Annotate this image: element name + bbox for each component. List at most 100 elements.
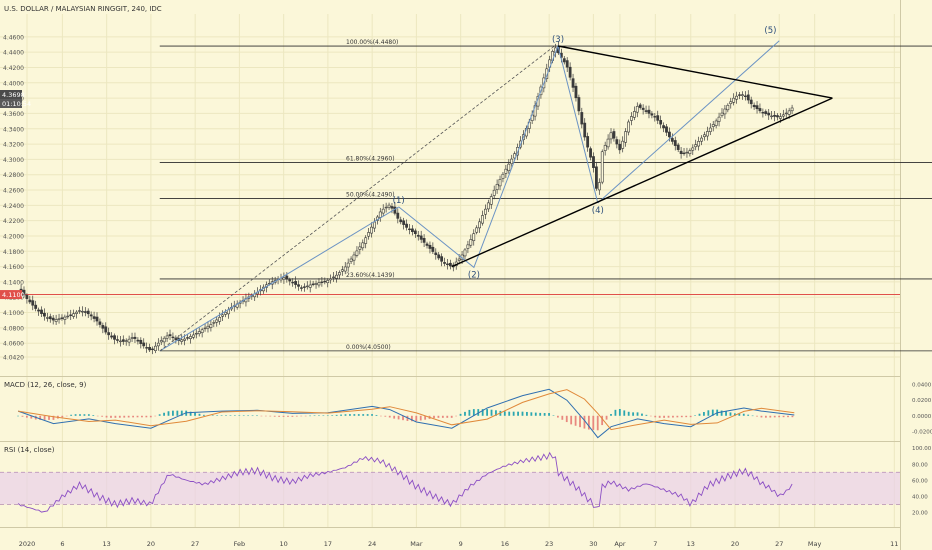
candle-body (154, 345, 157, 351)
x-tick-label: 27 (775, 540, 783, 548)
y-tick-label: 4.4200 (3, 65, 24, 72)
candle-body (285, 275, 289, 280)
y-tick-label: 4.2400 (3, 203, 24, 210)
x-tick-label: 13 (103, 540, 111, 548)
macd-histogram-bar (711, 409, 714, 416)
candle-body (644, 110, 648, 112)
macd-histogram-bar (530, 412, 533, 416)
macd-histogram-bar (21, 415, 24, 417)
candle-body (776, 115, 779, 118)
macd-histogram-bar (495, 410, 497, 416)
macd-title: MACD (12, 26, close, 9) (4, 381, 87, 389)
macd-histogram-bar (756, 415, 758, 417)
candle-body (323, 280, 327, 283)
macd-histogram-bar (233, 415, 236, 416)
macd-histogram-bar (641, 413, 643, 416)
macd-histogram-bar (145, 415, 148, 418)
macd-histogram-bar (340, 414, 342, 416)
candle-body (656, 115, 660, 121)
macd-histogram-bar (52, 415, 55, 420)
x-tick-label: 20 (731, 540, 739, 548)
macd-histogram-bar (517, 411, 519, 416)
candle-body (81, 310, 84, 313)
candle-body (43, 312, 46, 317)
y-tick-label: 4.4600 (3, 34, 24, 41)
candle-body (650, 113, 654, 116)
macd-histogram-bar (247, 415, 250, 417)
macd-histogram-bar (114, 415, 117, 418)
candle-body (86, 310, 90, 315)
macd-histogram-bar (220, 415, 223, 416)
candle-body (422, 238, 426, 243)
candle-body (139, 339, 143, 344)
macd-histogram-bar (658, 415, 661, 418)
macd-histogram-bar (441, 415, 444, 418)
macd-histogram-bar (610, 414, 612, 416)
macd-histogram-bar (26, 415, 28, 418)
candle-body (595, 166, 598, 189)
macd-histogram-bar (39, 415, 42, 420)
macd-histogram-bar (654, 415, 657, 418)
wave-label: (5) (764, 26, 776, 36)
candle-body (215, 319, 219, 323)
fib-level-label: 23.60%(4.1439) (346, 272, 395, 279)
macd-histogram-bar (579, 415, 581, 428)
macd-histogram-bar (503, 411, 506, 416)
x-tick-label: 7 (653, 540, 657, 548)
candle-body (402, 220, 406, 225)
wave-label: (4) (592, 206, 604, 216)
macd-histogram-bar (282, 415, 285, 417)
candle-body (703, 134, 706, 138)
macd-histogram-bar (773, 415, 776, 418)
candle-body (697, 141, 701, 147)
macd-histogram-bar (309, 415, 311, 417)
triangle-upper-line (557, 45, 833, 99)
candle-body (481, 215, 484, 224)
candle-body (749, 99, 753, 105)
candle-body (428, 244, 432, 249)
fib-level-label: 0.00%(4.0500) (346, 344, 391, 351)
macd-histogram-bar (242, 415, 245, 417)
macd-histogram-bar (198, 413, 201, 416)
candle-body (691, 147, 695, 151)
macd-histogram-bar (734, 413, 736, 416)
macd-histogram-bar (211, 415, 214, 416)
macd-histogram-bar (132, 415, 134, 418)
macd-y-tick-label: 0.0000 (912, 414, 932, 420)
macd-histogram-bar (118, 415, 121, 418)
candle-body (63, 316, 67, 320)
x-tick-label: May (808, 540, 822, 548)
candle-body (209, 324, 213, 328)
macd-histogram-bar (92, 415, 95, 416)
macd-histogram-bar (632, 412, 635, 416)
candle-body (446, 263, 449, 266)
wave4-5-line (597, 40, 780, 204)
rsi-line (17, 451, 793, 513)
macd-histogram-bar (216, 415, 219, 416)
macd-histogram-bar (167, 411, 170, 416)
candle-body (317, 282, 321, 286)
rsi-panel (0, 451, 900, 513)
x-tick-label: Mar (410, 540, 423, 548)
macd-histogram-bar (357, 414, 360, 416)
macd-histogram-bar (472, 409, 475, 416)
candle-body (621, 140, 625, 149)
candle-body (133, 336, 137, 339)
candle-body (568, 66, 572, 78)
candle-body (370, 226, 373, 234)
candle-body (489, 196, 493, 205)
candle-body (191, 334, 195, 338)
candle-body (589, 148, 592, 158)
candle-body (156, 342, 160, 347)
x-tick-label: 20 (147, 540, 155, 548)
candle-body (498, 178, 502, 187)
red-level-tag: 4.1100 (0, 290, 25, 300)
macd-histogram-bar (751, 415, 754, 417)
candle-body (670, 138, 674, 142)
x-tick-label: Feb (234, 540, 246, 548)
macd-histogram-bar (331, 415, 334, 416)
macd-histogram-bar (557, 415, 559, 418)
candle-body (717, 116, 721, 122)
macd-histogram-bar (300, 415, 303, 417)
